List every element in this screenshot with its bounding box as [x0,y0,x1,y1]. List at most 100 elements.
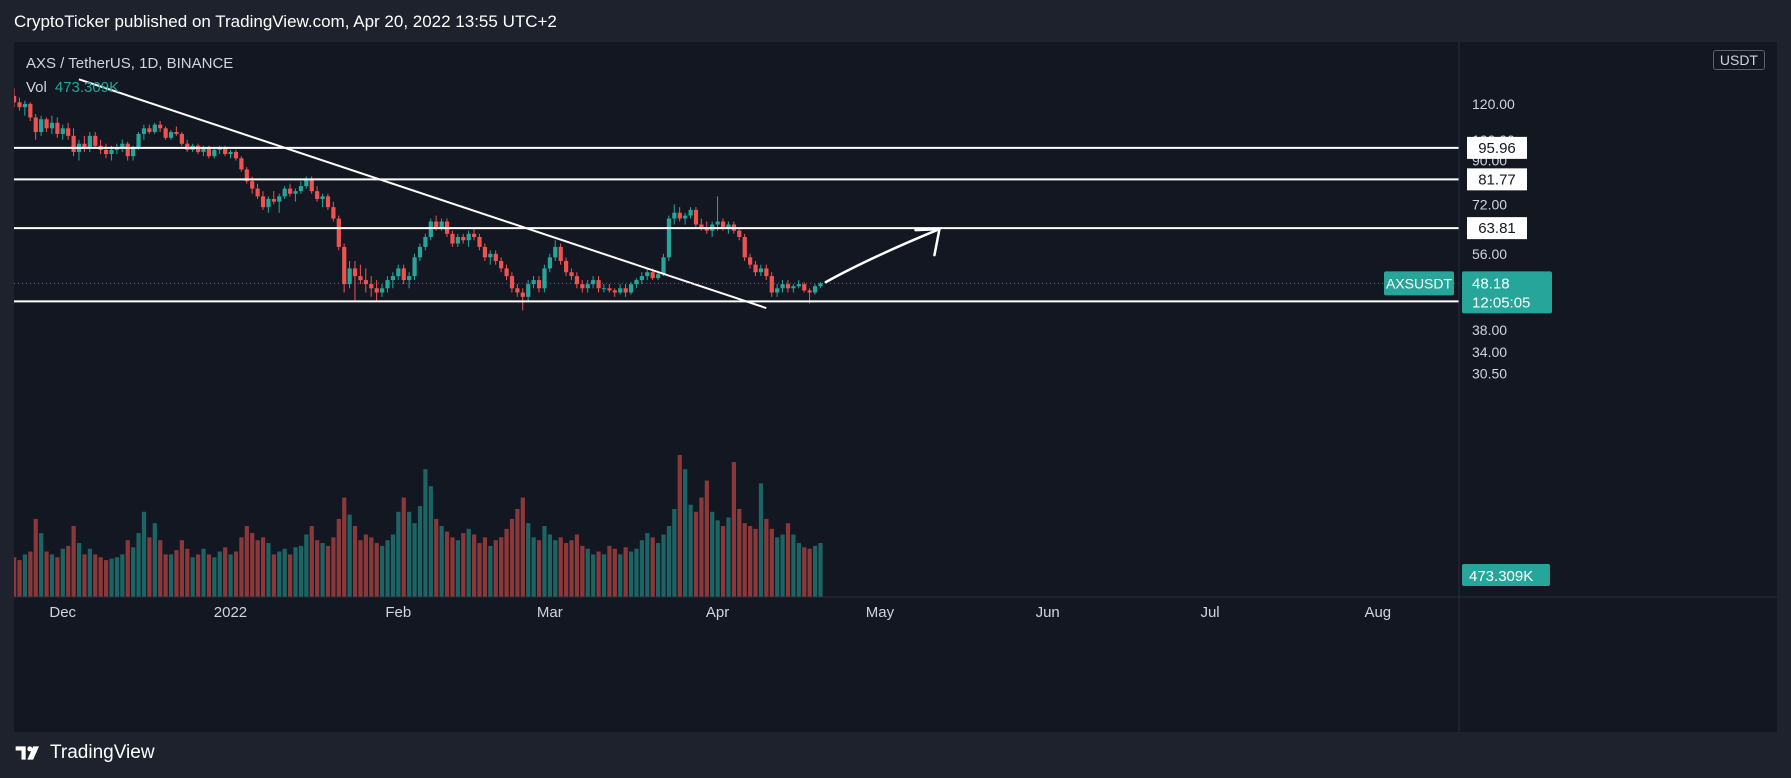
volume-bar [693,511,699,597]
candle-body [66,128,71,136]
volume-bar [380,545,385,597]
candle-body [44,119,49,129]
candle-body [136,133,141,148]
volume-bar [791,534,796,597]
candle-body [423,236,428,247]
volume-bar [536,540,542,597]
candle-body [104,149,109,155]
candle-body [645,272,650,277]
tradingview-brand[interactable]: TradingView [14,742,155,764]
candle-body [661,257,666,275]
candle-body [493,253,498,261]
candle-body [509,276,515,289]
volume-bar [369,537,374,597]
candle-body [601,288,607,290]
candle-body [320,196,325,199]
symbol-badge [1384,271,1454,296]
volume-bar [742,523,747,597]
time-tick-label: Jun [1036,604,1060,621]
candle-body [152,124,157,133]
candle-body [185,143,190,150]
candle-body [239,158,244,170]
tradingview-logo-icon [15,746,39,760]
volume-bar [385,540,390,597]
candle-body [266,198,271,208]
candle-body [174,132,179,134]
volume-bar [271,554,276,597]
time-tick-label: May [866,604,895,621]
volume-bar [250,533,255,597]
volume-bar [780,534,785,597]
volume-bar [288,554,293,597]
volume-bar [55,557,60,597]
candle-body [325,196,331,208]
candle-body [358,276,363,281]
volume-bar [455,540,460,597]
volume-bar [688,504,693,597]
candle-body [764,268,769,277]
candle-body [298,186,304,192]
currency-badge[interactable]: USDT [1712,50,1765,70]
candle-body [14,95,17,103]
candle-body [769,276,774,293]
candle-body [488,253,493,258]
volume-bar [98,557,103,597]
volume-bar [623,547,628,597]
volume-bar [76,543,82,597]
volume-value: 473.309K [54,79,120,96]
volume-bar [206,554,212,597]
volume-bar [320,543,325,597]
candle-body [785,284,791,289]
volume-bar [477,543,482,597]
volume-bar [499,537,504,597]
volume-legend[interactable]: Vol 473.309K [26,76,233,100]
candle-body [271,198,276,202]
candle-body [715,221,720,225]
volume-bar [580,545,585,597]
volume-bar [255,540,260,597]
price-tick-label: 56.00 [1472,246,1507,262]
candle-body [342,246,347,285]
volume-bar [374,543,379,597]
candle-body [553,246,558,258]
volume-bar [731,462,736,597]
candle-body [807,290,812,293]
volume-bar [347,514,352,597]
publish-header: CryptoTicker published on TradingView.co… [0,0,1791,42]
volume-bar [818,543,823,597]
volume-bar [569,540,574,597]
candle-body [369,284,374,289]
volume-bar [564,543,569,597]
volume-bar [699,497,704,597]
volume-bar [704,480,709,597]
price-chart[interactable]: 120.00100.0090.0080.0072.0056.0050.0038.… [14,42,1777,732]
candle-body [775,288,780,293]
candle-body [466,233,471,241]
volume-bar [482,537,488,597]
volume-bar [17,560,22,597]
volume-badge-label: 473.309K [1469,568,1533,585]
volume-bar [401,497,406,597]
last-price-label: 48.18 [1472,275,1510,292]
candle-body [542,268,547,289]
projection-arrowhead [914,227,941,257]
volume-bar [710,511,715,597]
candle-body [374,288,379,293]
volume-bar [726,517,731,597]
candle-body [201,147,206,152]
projection-arrow [824,227,941,284]
chart-panel[interactable]: AXSUSDT, 1D AXS / TetherUS 120.00100.009… [14,42,1777,732]
volume-bar [439,526,444,597]
candle-body [439,221,444,228]
volume-bar [769,528,774,597]
symbol-info[interactable]: AXS / TetherUS, 1D, BINANCE [26,55,234,72]
volume-bar [753,528,758,597]
volume-bar [147,537,152,597]
candle-body [683,215,688,219]
chart-legend: AXS / TetherUS, 1D, BINANCE Vol 473.309K [26,52,233,100]
candle-body [482,246,488,258]
time-tick-label: 2022 [214,604,247,621]
volume-bar [168,554,174,597]
volume-bar [114,557,120,597]
candle-body [109,149,114,155]
